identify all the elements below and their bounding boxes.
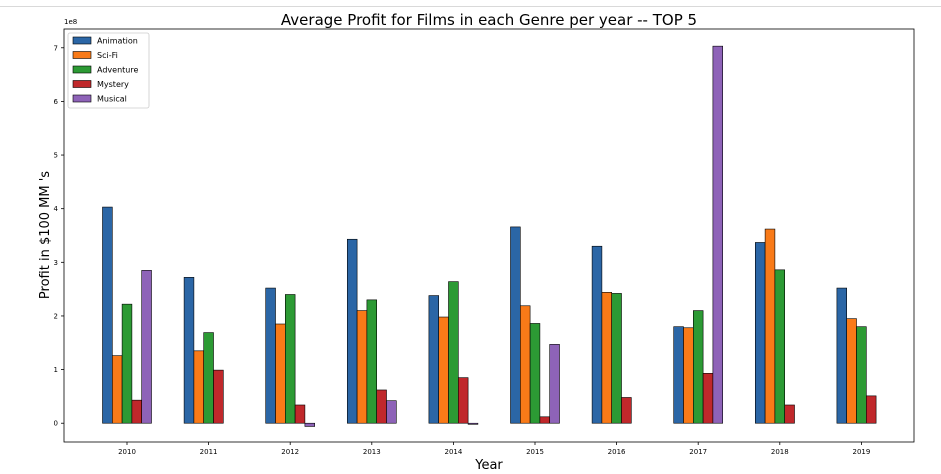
bar-animation-2019 [836, 287, 848, 424]
bar-musical-2013 [386, 400, 397, 424]
bar-animation-2011 [183, 277, 195, 424]
bar-mystery-2015 [539, 416, 551, 424]
y-tick-label: 5 [54, 152, 58, 160]
x-tick-label: 2015 [526, 448, 544, 456]
bar-adventure-2010 [121, 303, 133, 424]
plot-frame [63, 28, 915, 443]
y-axis-label: Profit in $100 MM 's [38, 171, 53, 299]
bar-mystery-2013 [376, 389, 387, 424]
bar-animation-2014 [428, 295, 439, 424]
bar-sci-fi-2016 [601, 292, 613, 424]
bar-animation-2010 [102, 206, 113, 424]
window-top-divider [0, 0, 941, 7]
bar-mystery-2011 [213, 369, 224, 424]
legend-label: Sci-Fi [97, 51, 118, 60]
bar-mystery-2014 [457, 377, 469, 424]
legend-label: Mystery [97, 80, 129, 89]
bar-sci-fi-2018 [764, 228, 776, 424]
bar-sci-fi-2011 [193, 350, 204, 424]
y-tick-label: 1 [54, 366, 58, 374]
y-tick-label: 4 [54, 205, 59, 213]
bar-adventure-2016 [611, 293, 622, 424]
legend-swatch [72, 65, 92, 74]
y-tick-label: 3 [54, 259, 58, 267]
y-tick-label: 0 [54, 420, 58, 428]
bar-mystery-2010 [131, 399, 142, 424]
bar-animation-2016 [591, 245, 603, 424]
bar-musical-2012 [304, 422, 315, 427]
bar-adventure-2011 [203, 332, 214, 424]
chart-title: Average Profit for Films in each Genre p… [281, 11, 697, 29]
bar-musical-2017 [712, 45, 724, 424]
bar-mystery-2019 [865, 395, 877, 424]
bar-adventure-2015 [529, 323, 541, 424]
y-tick-label: 6 [54, 98, 59, 106]
bar-adventure-2017 [692, 310, 704, 424]
bar-sci-fi-2015 [519, 305, 531, 424]
y-tick-label: 7 [54, 44, 58, 52]
bar-animation-2013 [346, 238, 358, 424]
bar-adventure-2018 [774, 269, 786, 424]
y-tick-label: 2 [54, 312, 58, 320]
x-tick-label: 2017 [689, 448, 707, 456]
x-tick-label: 2012 [281, 448, 299, 456]
legend-label: Adventure [97, 66, 138, 75]
legend-swatch [72, 94, 92, 103]
bar-animation-2017 [673, 326, 684, 424]
bar-sci-fi-2017 [683, 327, 694, 424]
legend-label: Musical [97, 95, 127, 104]
legend: Animation Sci-Fi Adventure Mystery Musical [67, 32, 150, 109]
bar-sci-fi-2019 [846, 318, 857, 424]
bar-sci-fi-2014 [438, 316, 449, 424]
bar-adventure-2019 [856, 326, 867, 424]
bar-animation-2012 [265, 287, 276, 424]
bar-adventure-2013 [366, 299, 377, 424]
legend-swatch [72, 51, 92, 59]
x-tick-label: 2019 [852, 448, 870, 456]
x-tick-label: 2018 [771, 448, 789, 456]
bar-mystery-2016 [621, 397, 632, 424]
bar-adventure-2012 [284, 294, 296, 424]
x-tick-label: 2016 [608, 448, 626, 456]
bar-mystery-2018 [784, 404, 795, 424]
x-tick-label: 2013 [363, 448, 381, 456]
legend-label: Animation [97, 37, 138, 46]
x-tick-label: 2011 [200, 448, 218, 456]
x-axis-ticks: 2010 2011 2012 2013 2014 2015 2016 2017 2018 2019 [118, 442, 870, 456]
bar-musical-2014 [467, 422, 479, 425]
y-axis-offset-text: 1e8 [64, 18, 77, 26]
x-tick-label: 2010 [118, 448, 136, 456]
bar-sci-fi-2012 [275, 323, 286, 424]
bar-sci-fi-2013 [356, 310, 368, 424]
bar-mystery-2012 [294, 404, 306, 424]
bars [102, 45, 877, 427]
bar-mystery-2017 [702, 373, 714, 424]
bar-animation-2015 [510, 226, 521, 424]
x-axis-label: Year [474, 458, 503, 473]
y-axis-ticks: 0 1 2 3 4 5 6 7 [54, 44, 64, 428]
bar-animation-2018 [754, 242, 766, 424]
bar-sci-fi-2010 [112, 355, 123, 424]
bar-adventure-2014 [448, 281, 459, 424]
x-tick-label: 2014 [444, 448, 462, 456]
bar-musical-2010 [141, 270, 152, 424]
legend-swatch [72, 36, 92, 45]
bar-musical-2015 [549, 344, 560, 424]
legend-swatch [72, 80, 92, 88]
